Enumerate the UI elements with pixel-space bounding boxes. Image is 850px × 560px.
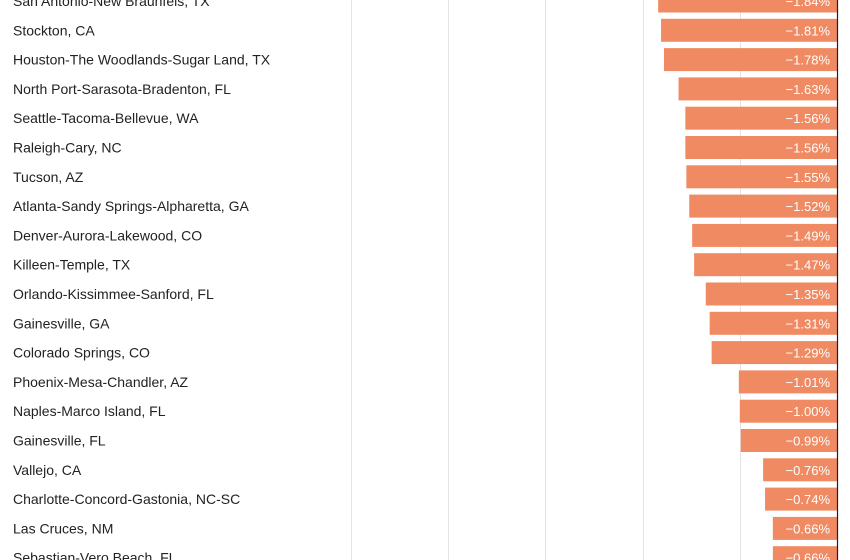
category-label: Denver-Aurora-Lakewood, CO xyxy=(13,227,202,243)
bar xyxy=(685,106,837,130)
category-label: Vallejo, CA xyxy=(13,462,82,478)
category-label: Raleigh-Cary, NC xyxy=(13,140,122,156)
value-label: −1.56% xyxy=(786,141,831,156)
bar xyxy=(738,370,837,394)
bar xyxy=(772,546,837,560)
bar xyxy=(765,487,837,511)
value-label: −1.49% xyxy=(786,228,831,243)
category-label: Tucson, AZ xyxy=(13,169,84,185)
bar xyxy=(709,311,837,335)
value-label: −1.31% xyxy=(786,316,831,331)
category-label: Colorado Springs, CO xyxy=(13,345,150,361)
value-label: −1.47% xyxy=(786,258,831,273)
value-label: −0.76% xyxy=(786,463,831,478)
category-label: Phoenix-Mesa-Chandler, AZ xyxy=(13,374,189,390)
value-label: −1.84% xyxy=(786,0,831,9)
category-label: Naples-Marco Island, FL xyxy=(13,403,166,419)
value-label: −1.29% xyxy=(786,346,831,361)
category-label: Las Cruces, NM xyxy=(13,520,113,536)
value-label: −1.55% xyxy=(786,170,831,185)
value-label: −1.56% xyxy=(786,111,831,126)
bar xyxy=(763,458,837,482)
value-label: −0.66% xyxy=(786,521,831,536)
category-label: Charlotte-Concord-Gastonia, NC-SC xyxy=(13,491,240,507)
bar xyxy=(740,429,837,452)
bar xyxy=(678,77,837,101)
category-label: Houston-The Woodlands-Sugar Land, TX xyxy=(13,52,271,68)
category-label: Stockton, CA xyxy=(13,22,95,38)
bar xyxy=(739,399,837,423)
bar xyxy=(711,341,837,365)
bar xyxy=(663,48,837,72)
value-label: −1.63% xyxy=(786,82,831,97)
category-label: Atlanta-Sandy Springs-Alpharetta, GA xyxy=(13,198,249,214)
category-label: Seattle-Tacoma-Bellevue, WA xyxy=(13,110,199,126)
value-label: −1.78% xyxy=(786,53,831,68)
category-label: Sebastian-Vero Beach, FL xyxy=(13,550,177,560)
value-label: −1.01% xyxy=(786,375,831,390)
bar xyxy=(689,194,837,218)
bars xyxy=(658,0,837,560)
bar xyxy=(686,165,837,189)
category-label: San Antonio-New Braunfels, TX xyxy=(13,0,210,9)
bar xyxy=(685,136,837,159)
bar xyxy=(772,516,837,540)
value-label: −0.74% xyxy=(786,492,831,507)
bar xyxy=(658,0,837,13)
bar xyxy=(661,18,837,42)
value-label: −0.99% xyxy=(786,434,831,449)
category-label: Orlando-Kissimmee-Sanford, FL xyxy=(13,286,214,302)
bar xyxy=(694,253,837,277)
bar xyxy=(705,282,837,306)
value-label: −1.35% xyxy=(786,287,831,302)
value-labels: −1.84% −1.81% −1.78% −1.63% −1.56% −1.56% −1.5… xyxy=(786,0,831,560)
category-label: Gainesville, FL xyxy=(13,433,106,449)
category-label: Killeen-Temple, TX xyxy=(13,257,131,273)
value-label: −1.52% xyxy=(786,199,831,214)
value-label: −0.66% xyxy=(786,551,831,560)
category-label: Gainesville, GA xyxy=(13,315,110,331)
bar xyxy=(692,223,837,247)
category-label: North Port-Sarasota-Bradenton, FL xyxy=(13,81,231,97)
value-label: −1.81% xyxy=(786,23,831,38)
category-labels: San Antonio-New Braunfels, TX Stockton, C… xyxy=(13,0,271,560)
value-label: −1.00% xyxy=(786,404,831,419)
